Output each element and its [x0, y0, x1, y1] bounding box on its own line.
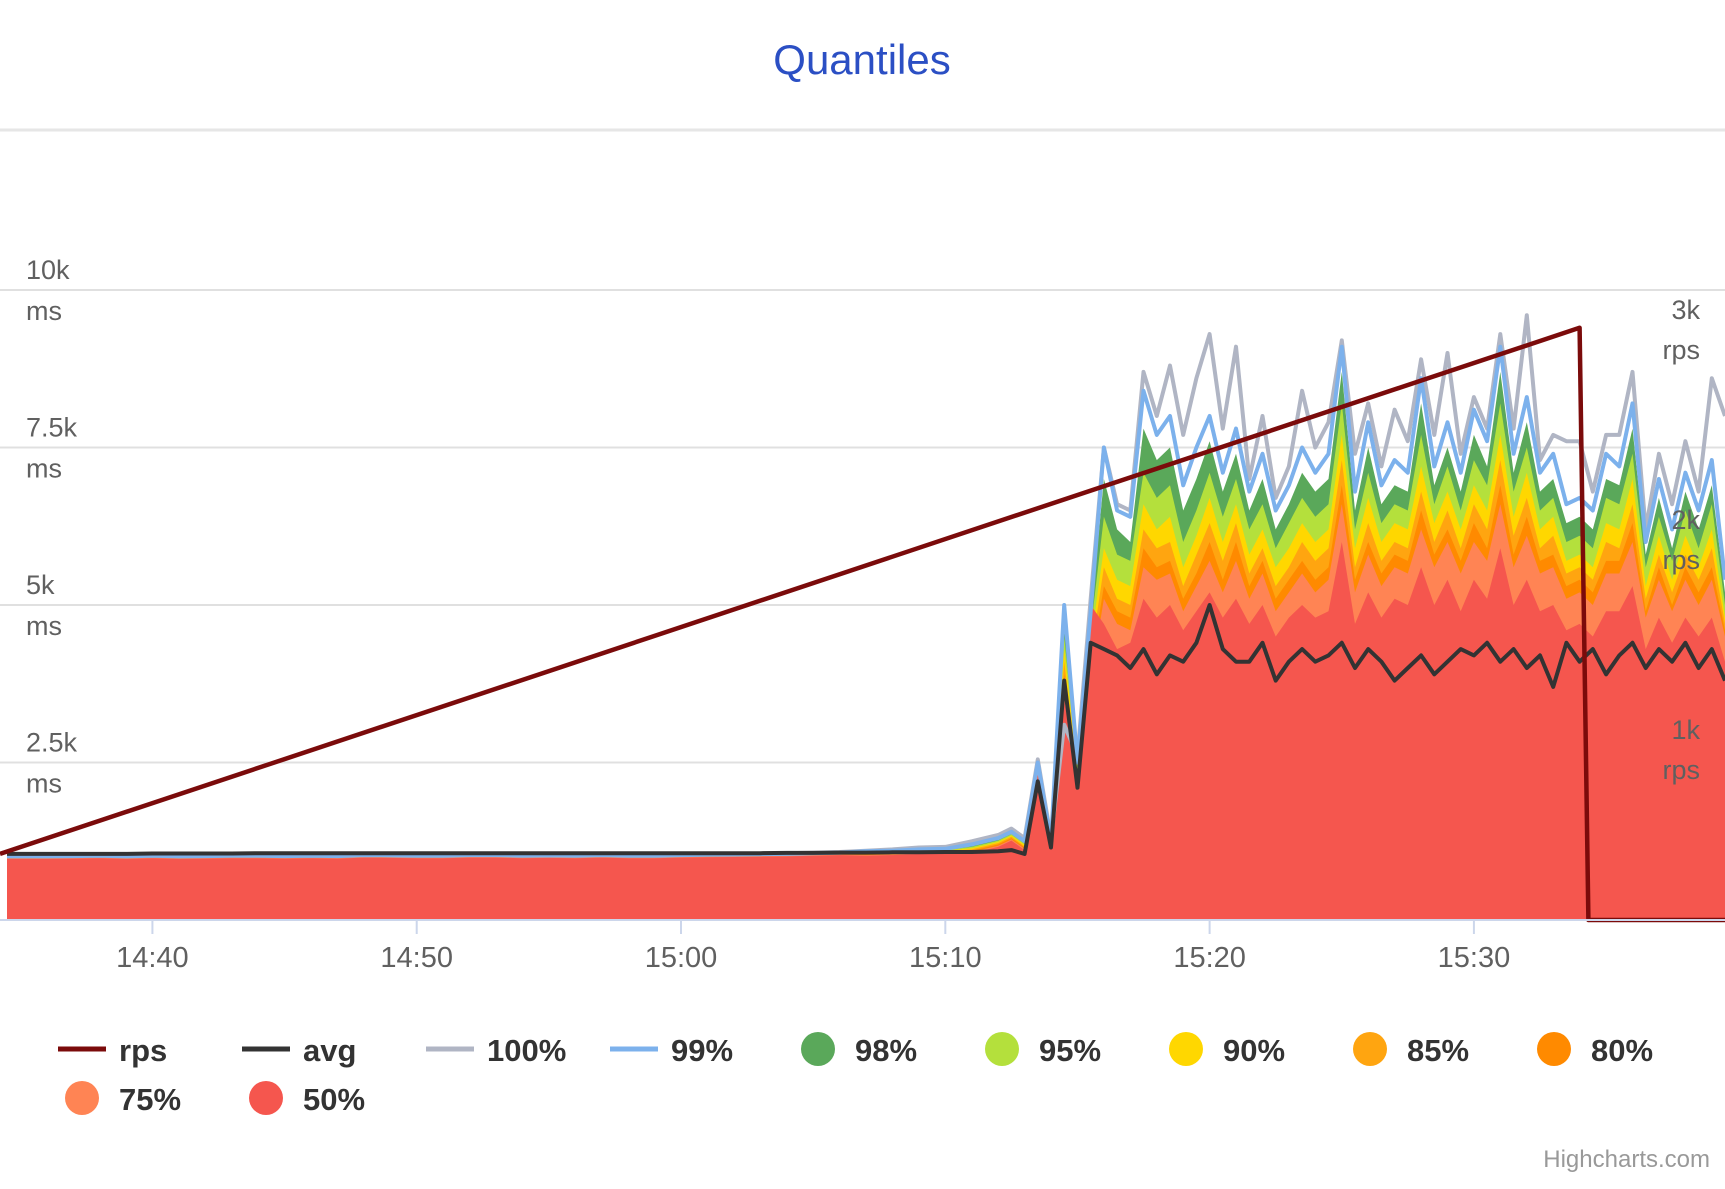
legend-item-q80[interactable]: 80% [1537, 1032, 1653, 1068]
legend-label-q99: 99% [671, 1033, 733, 1068]
legend-item-q95[interactable]: 95% [985, 1032, 1101, 1068]
y-right-tick-unit: rps [1662, 755, 1700, 785]
legend-swatch-q50 [249, 1081, 283, 1115]
y-left-tick-unit: ms [26, 769, 62, 799]
legend-label-q95: 95% [1039, 1033, 1101, 1068]
y-left-tick-label: 2.5k [26, 728, 78, 758]
y-right-tick-label: 3k [1671, 295, 1700, 325]
legend-label-q85: 85% [1407, 1033, 1469, 1068]
y-right-tick-label: 1k [1671, 715, 1700, 745]
x-tick-label: 15:30 [1438, 942, 1511, 974]
legend-label-rps: rps [119, 1033, 167, 1068]
legend-label-q100: 100% [487, 1033, 566, 1068]
line-avg [7, 603, 1725, 856]
legend-swatch-q85 [1353, 1032, 1387, 1066]
legend-item-q85[interactable]: 85% [1353, 1032, 1469, 1068]
legend-label-q98: 98% [855, 1033, 917, 1068]
legend-swatch-q95 [985, 1032, 1019, 1066]
x-tick-label: 15:00 [645, 942, 718, 974]
y-left-tick-unit: ms [26, 296, 62, 326]
y-left-tick-label: 10k [26, 255, 70, 285]
legend-label-avg: avg [303, 1033, 356, 1068]
quantile-areas [7, 371, 1725, 920]
credits-link[interactable]: Highcharts.com [1543, 1146, 1710, 1173]
x-tick-label: 15:10 [909, 942, 982, 974]
y-left-tick-unit: ms [26, 454, 62, 484]
x-tick-label: 15:20 [1173, 942, 1246, 974]
legend-swatch-q80 [1537, 1032, 1571, 1066]
chart-title: Quantiles [773, 36, 950, 83]
legend-swatch-q90 [1169, 1032, 1203, 1066]
y-right-tick-label: 2k [1671, 505, 1700, 535]
legend-item-q90[interactable]: 90% [1169, 1032, 1285, 1068]
legend-label-q50: 50% [303, 1082, 365, 1117]
legend-item-q50[interactable]: 50% [249, 1081, 365, 1117]
y-right-tick-unit: rps [1662, 335, 1700, 365]
legend-swatch-q98 [801, 1032, 835, 1066]
y-left-tick-label: 5k [26, 570, 55, 600]
y-left-tick-label: 7.5k [26, 413, 78, 443]
y-left-tick-unit: ms [26, 611, 62, 641]
legend-label-q90: 90% [1223, 1033, 1285, 1068]
area-q50 [7, 542, 1725, 920]
legend[interactable]: rps avg 100% 99% 98% 95% 90% 85% 80% 75% 50% [58, 1032, 1653, 1117]
x-tick-label: 14:50 [380, 942, 453, 974]
x-tick-label: 14:40 [116, 942, 189, 974]
legend-item-q98[interactable]: 98% [801, 1032, 917, 1068]
legend-item-q100[interactable]: 100% [426, 1033, 566, 1068]
legend-item-q99[interactable]: 99% [610, 1033, 733, 1068]
legend-label-q75: 75% [119, 1082, 181, 1117]
line-q99 [7, 344, 1725, 859]
legend-item-avg[interactable]: avg [242, 1033, 356, 1068]
legend-label-q80: 80% [1591, 1033, 1653, 1068]
axes: 2.5k ms 5k ms 7.5k ms 10k ms 14:40 14:50 15:00 15:1… [0, 255, 1725, 974]
legend-item-rps[interactable]: rps [58, 1033, 167, 1068]
y-right-tick-unit: rps [1662, 545, 1700, 575]
legend-item-q75[interactable]: 75% [65, 1081, 181, 1117]
legend-swatch-q75 [65, 1081, 99, 1115]
